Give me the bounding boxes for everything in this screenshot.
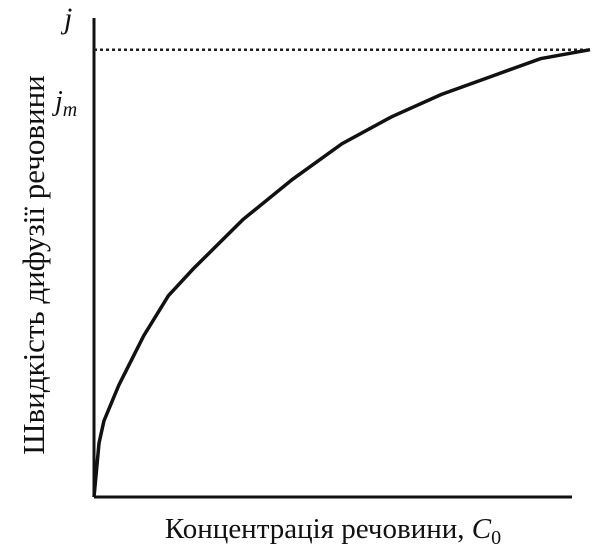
diffusion-curve xyxy=(92,47,591,498)
x-axis-label-symbol: C xyxy=(472,513,492,545)
y-axis-label: Швидкість дифузії речовини xyxy=(16,75,51,455)
x-axis-label-text: Концентрація речовини, xyxy=(165,513,472,545)
asymptote-symbol: j xyxy=(52,86,63,117)
asymptote-label: jm xyxy=(52,86,77,121)
x-axis-label: Концентрація речовини, C0 xyxy=(165,513,501,549)
x-axis-label-subscript: 0 xyxy=(491,527,501,549)
y-axis-symbol: j xyxy=(60,2,72,35)
asymptote-subscript: m xyxy=(63,99,77,121)
